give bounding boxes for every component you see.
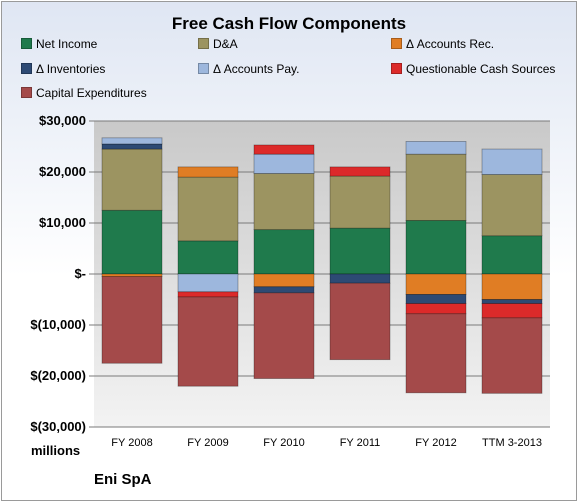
bar-segment <box>481 273 543 300</box>
legend-label: Δ Inventories <box>36 62 106 76</box>
legend-swatch <box>21 87 32 98</box>
legend-swatch <box>391 38 402 49</box>
y-tick-label: $(10,000) <box>30 317 86 332</box>
x-tick-label: FY 2012 <box>415 437 456 449</box>
bar-segment <box>101 143 163 150</box>
y-tick-label: $- <box>74 266 86 281</box>
bar-segment <box>101 209 163 275</box>
y-axis-units: millions <box>31 443 81 458</box>
bar-segment <box>177 291 239 298</box>
bar-segment <box>405 220 467 275</box>
y-tick-label: $(30,000) <box>30 419 86 434</box>
legend-item: Δ Inventories <box>21 62 105 76</box>
bar-segment <box>253 273 315 288</box>
legend-label: Net Income <box>36 37 98 51</box>
bar-segment <box>253 173 315 231</box>
bar-segment <box>253 292 315 379</box>
bar-segment <box>101 137 163 145</box>
bar-segment <box>481 317 543 394</box>
legend-swatch <box>21 63 32 74</box>
bar-segment <box>481 235 543 275</box>
bar-segment <box>177 240 239 275</box>
x-tick-label: FY 2009 <box>187 437 228 449</box>
legend-item: Net Income <box>21 37 97 51</box>
legend-item: Questionable Cash Sources <box>391 62 555 76</box>
bar-segment <box>329 227 391 275</box>
bar-segment <box>329 282 391 361</box>
bar-segment <box>177 176 239 242</box>
bar-segment <box>253 286 315 294</box>
bar-segment <box>177 166 239 178</box>
x-tick-label: FY 2008 <box>111 437 152 449</box>
legend-swatch <box>198 63 209 74</box>
bar-segment <box>405 303 467 315</box>
legend-item: Δ Accounts Pay. <box>198 62 300 76</box>
x-tick-label: FY 2010 <box>263 437 304 449</box>
bar-segment <box>481 299 543 304</box>
legend-swatch <box>21 38 32 49</box>
legend-item: Capital Expenditures <box>21 86 147 100</box>
legend-item: D&A <box>198 37 238 51</box>
bar-segment <box>177 273 239 293</box>
bar-segment <box>481 148 543 175</box>
legend-label: D&A <box>213 37 238 51</box>
legend-label: Δ Accounts Pay. <box>213 62 300 76</box>
bar-segment <box>253 144 315 155</box>
bar-segment <box>329 166 391 177</box>
y-tick-label: $30,000 <box>39 113 86 128</box>
bar-segment <box>481 174 543 237</box>
bar-segment <box>253 229 315 275</box>
bar-segment <box>253 153 315 174</box>
bar-segment <box>405 153 467 221</box>
legend-swatch <box>391 63 402 74</box>
bar-segment <box>405 313 467 394</box>
chart-title: Free Cash Flow Components <box>171 14 407 33</box>
x-tick-label: TTM 3-2013 <box>482 437 542 449</box>
legend-label: Δ Accounts Rec. <box>406 37 495 51</box>
bar-segment <box>405 293 467 304</box>
bar-segment <box>329 273 391 284</box>
x-tick-label: FY 2011 <box>340 437 381 449</box>
bar-segment <box>405 273 467 295</box>
y-tick-label: $20,000 <box>39 164 86 179</box>
legend-label: Capital Expenditures <box>36 86 147 100</box>
bar-segment <box>329 175 391 229</box>
bar-segment <box>177 296 239 387</box>
company-name: Eni SpA <box>94 471 152 488</box>
y-tick-label: $(20,000) <box>30 368 86 383</box>
bar-segment <box>405 140 467 155</box>
bar-segment <box>101 276 163 364</box>
legend-item: Δ Accounts Rec. <box>391 37 494 51</box>
y-tick-label: $10,000 <box>39 215 86 230</box>
bar-segment <box>481 303 543 319</box>
legend-label: Questionable Cash Sources <box>406 62 556 76</box>
legend-swatch <box>198 38 209 49</box>
bar-segment <box>101 148 163 211</box>
